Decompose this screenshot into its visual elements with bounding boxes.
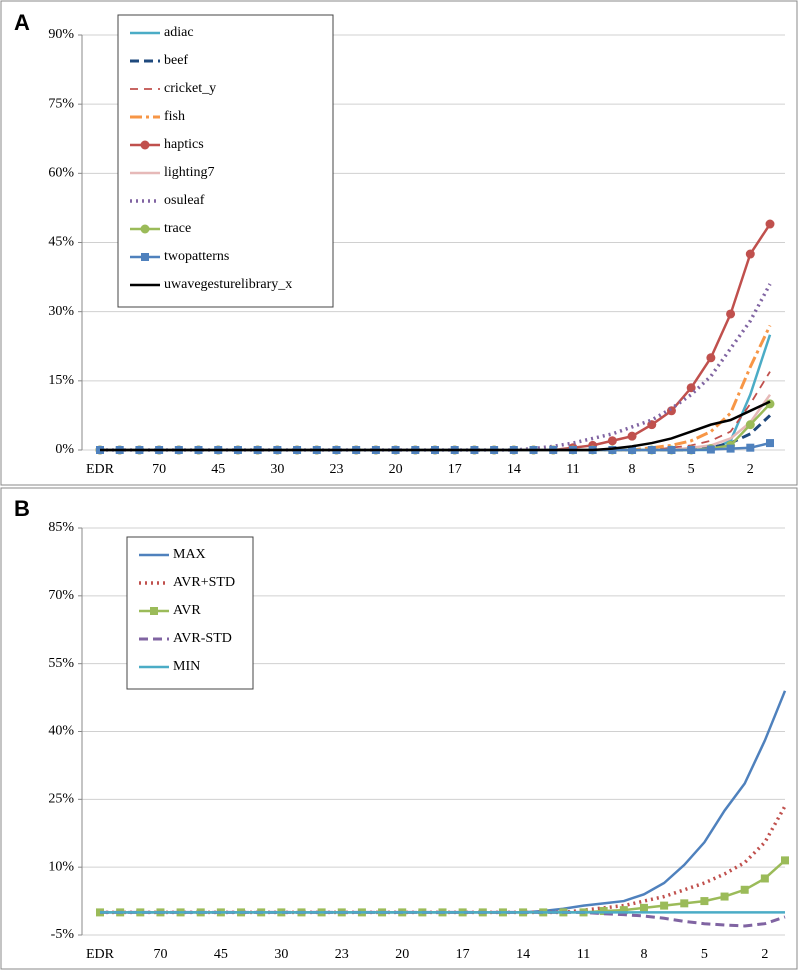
x-tick-label: EDR	[86, 947, 115, 962]
x-tick-label: 30	[274, 947, 288, 962]
x-tick-label: 45	[211, 462, 225, 477]
legend-box	[126, 536, 254, 690]
marker	[667, 446, 676, 454]
marker	[720, 892, 729, 901]
series-line	[100, 393, 772, 452]
series-line	[100, 690, 787, 914]
marker	[686, 383, 696, 393]
marker	[781, 856, 789, 865]
legend-marker	[150, 607, 158, 615]
y-tick-label: 85%	[48, 520, 74, 535]
x-tick-label: 2	[761, 947, 768, 962]
legend-label: MIN	[173, 659, 200, 674]
marker	[745, 420, 755, 430]
panel-frame	[0, 0, 798, 486]
x-tick-label: 11	[566, 462, 579, 477]
marker	[647, 446, 656, 454]
marker	[766, 439, 774, 448]
series-line	[100, 283, 772, 452]
x-tick-label: 70	[152, 462, 166, 477]
x-tick-label: 30	[270, 462, 284, 477]
x-tick-label: 20	[395, 947, 409, 962]
y-tick-label: 25%	[48, 792, 74, 807]
marker	[706, 353, 716, 363]
y-tick-label: 15%	[48, 373, 74, 388]
legend-label: AVR	[173, 603, 201, 618]
y-tick-label: 30%	[48, 304, 74, 319]
x-tick-label: 5	[688, 462, 695, 477]
marker	[746, 443, 755, 452]
marker	[680, 899, 689, 908]
series-line	[100, 324, 772, 452]
marker	[666, 406, 676, 416]
x-tick-label: EDR	[86, 462, 115, 477]
legend-label: adiac	[164, 25, 194, 40]
legend-label: cricket_y	[164, 81, 216, 96]
x-tick-label: 17	[448, 462, 462, 477]
legend-label: MAX	[173, 547, 206, 562]
marker	[687, 446, 696, 454]
marker	[639, 903, 648, 912]
marker	[627, 431, 637, 441]
y-tick-label: 70%	[48, 588, 74, 603]
panel-frame	[0, 487, 798, 970]
y-tick-label: 90%	[48, 27, 74, 42]
marker	[726, 444, 735, 453]
x-tick-label: 23	[329, 462, 343, 477]
marker	[740, 885, 749, 894]
x-tick-label: 23	[335, 947, 349, 962]
y-tick-label: 0%	[55, 442, 74, 457]
x-tick-label: 14	[507, 462, 521, 477]
marker	[700, 897, 709, 906]
marker	[706, 445, 715, 454]
marker	[628, 446, 637, 454]
x-tick-label: 11	[577, 947, 590, 962]
legend-label: AVR+STD	[173, 575, 235, 590]
x-tick-label: 5	[701, 947, 708, 962]
x-tick-label: 2	[747, 462, 754, 477]
legend-marker	[140, 224, 150, 234]
y-tick-label: -5%	[51, 927, 75, 942]
x-tick-label: 45	[214, 947, 228, 962]
legend-label: fish	[164, 109, 185, 124]
marker	[619, 906, 628, 915]
y-tick-label: 55%	[48, 656, 74, 671]
legend-marker	[141, 253, 149, 261]
y-tick-label: 10%	[48, 859, 74, 874]
legend-label: beef	[164, 53, 188, 68]
legend-label: twopatterns	[164, 249, 229, 264]
x-tick-label: 20	[389, 462, 403, 477]
marker	[745, 249, 755, 259]
series-line	[100, 805, 787, 915]
marker	[607, 436, 617, 446]
legend-label: haptics	[164, 137, 204, 152]
legend-label: trace	[164, 221, 191, 236]
marker	[660, 901, 669, 910]
marker	[760, 874, 769, 883]
legend-label: lighting7	[164, 165, 215, 180]
y-tick-label: 40%	[48, 724, 74, 739]
series-line	[100, 334, 772, 452]
y-tick-label: 60%	[48, 166, 74, 181]
panel-label: A	[14, 10, 30, 35]
legend-label: uwavegesturelibrary_x	[164, 277, 292, 292]
legend-marker	[140, 140, 150, 150]
y-tick-label: 45%	[48, 235, 74, 250]
x-tick-label: 70	[153, 947, 167, 962]
marker	[726, 309, 736, 319]
panel-label: B	[14, 496, 30, 521]
x-tick-label: 14	[516, 947, 530, 962]
marker	[765, 219, 775, 229]
marker	[599, 907, 608, 916]
x-tick-label: 8	[640, 947, 647, 962]
series-line	[100, 400, 771, 452]
legend-label: AVR-STD	[173, 631, 232, 646]
y-tick-label: 75%	[48, 96, 74, 111]
legend-label: osuleaf	[164, 193, 205, 208]
marker	[608, 446, 617, 454]
x-tick-label: 8	[629, 462, 636, 477]
x-tick-label: 17	[456, 947, 470, 962]
legend-box	[117, 14, 334, 308]
